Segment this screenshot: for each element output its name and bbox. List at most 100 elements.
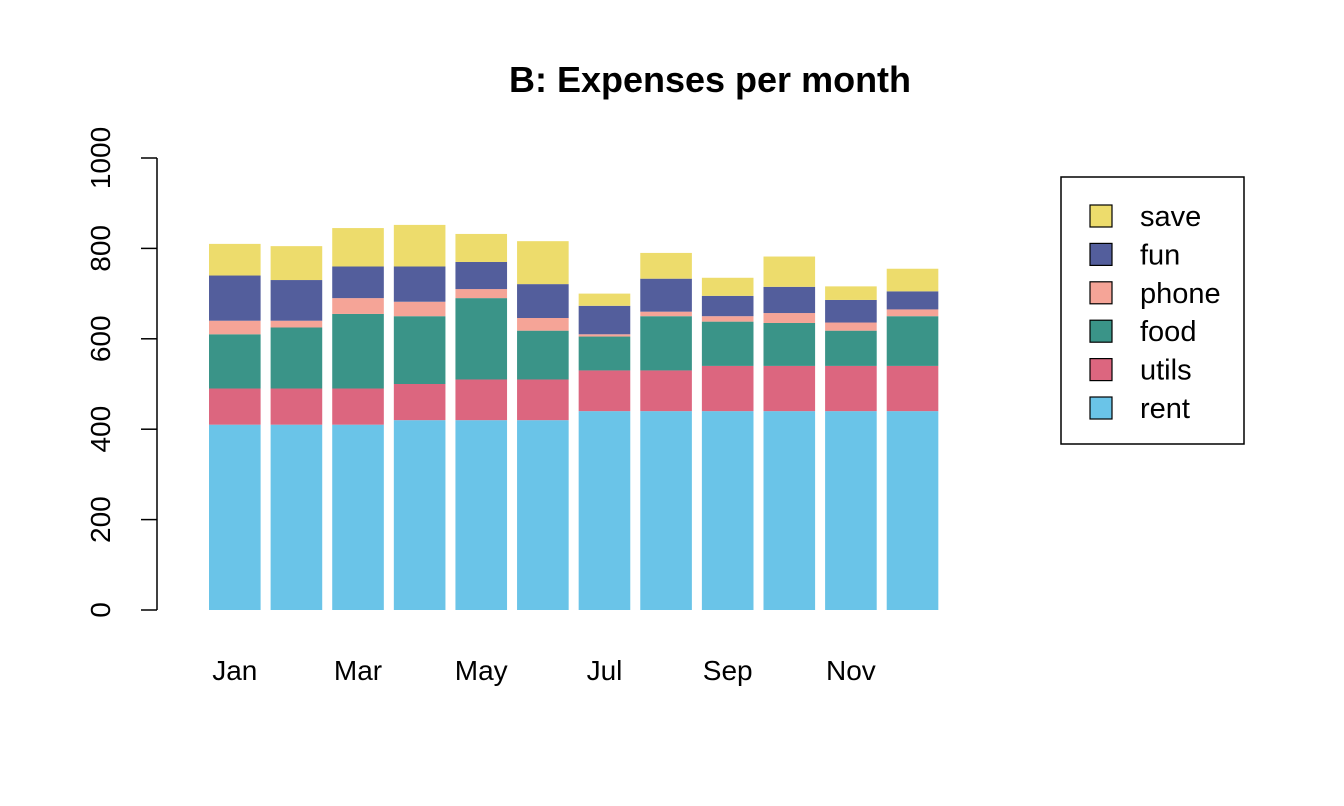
bar-phone-oct (763, 313, 815, 323)
bar-rent-jun (517, 420, 569, 610)
bar-phone-may (455, 289, 507, 298)
bar-save-oct (763, 257, 815, 287)
bar-fun-feb (271, 280, 323, 321)
bar-phone-mar (332, 298, 384, 314)
bars (209, 225, 938, 610)
y-tick-label: 600 (85, 315, 116, 362)
y-tick-label: 0 (85, 602, 116, 618)
y-axis: 0 200 400 600 800 1000 (85, 127, 157, 618)
bar-utils-jan (209, 389, 261, 425)
x-tick-label: Nov (826, 655, 876, 686)
bar-rent-sep (702, 411, 754, 610)
legend-label-utils: utils (1140, 355, 1192, 387)
bar-phone-jun (517, 318, 569, 331)
legend-label-save: save (1140, 201, 1201, 233)
bar-save-jan (209, 244, 261, 276)
legend-swatch-food (1090, 320, 1112, 342)
bar-food-apr (394, 316, 446, 384)
bar-fun-apr (394, 266, 446, 301)
legend-swatch-rent (1090, 397, 1112, 419)
bar-phone-nov (825, 323, 877, 331)
bar-rent-jan (209, 425, 261, 610)
bar-fun-oct (763, 287, 815, 313)
bar-food-jan (209, 334, 261, 388)
y-tick-label: 400 (85, 406, 116, 453)
bar-rent-may (455, 420, 507, 610)
stacked-bar-chart: B: Expenses per month 02004006008001000 … (0, 0, 1344, 806)
x-tick-label: Jan (212, 655, 257, 686)
legend-label-rent: rent (1140, 393, 1190, 425)
bar-save-mar (332, 228, 384, 266)
bar-rent-jul (579, 411, 631, 610)
bar-utils-may (455, 379, 507, 420)
bar-utils-nov (825, 366, 877, 411)
bar-phone-sep (702, 316, 754, 321)
legend-swatch-phone (1090, 282, 1112, 304)
bar-food-aug (640, 316, 692, 370)
legend-swatch-save (1090, 205, 1112, 227)
bar-fun-jan (209, 276, 261, 321)
bar-rent-nov (825, 411, 877, 610)
bar-food-may (455, 298, 507, 379)
bar-save-sep (702, 278, 754, 296)
legend: save fun phone food utils rent (1061, 177, 1244, 444)
bar-rent-feb (271, 425, 323, 610)
bar-food-feb (271, 328, 323, 389)
bar-fun-nov (825, 300, 877, 323)
bar-food-jun (517, 331, 569, 380)
legend-label-food: food (1140, 316, 1196, 348)
bar-food-nov (825, 331, 877, 366)
x-tick-label: Mar (334, 655, 382, 686)
bar-food-sep (702, 322, 754, 366)
legend-swatch-utils (1090, 359, 1112, 381)
bar-save-jun (517, 241, 569, 284)
y-tick-label: 200 (85, 496, 116, 543)
bar-fun-dec (887, 291, 939, 309)
bar-utils-dec (887, 366, 939, 411)
x-axis: Jan Mar May Jul Sep Nov (212, 655, 876, 686)
bar-fun-jul (579, 306, 631, 334)
bar-save-apr (394, 225, 446, 267)
bar-rent-dec (887, 411, 939, 610)
legend-label-phone: phone (1140, 278, 1221, 310)
bar-utils-jun (517, 379, 569, 420)
bar-food-mar (332, 314, 384, 389)
bar-fun-may (455, 262, 507, 289)
bar-save-jul (579, 294, 631, 306)
x-tick-label: Sep (703, 655, 753, 686)
bar-food-jul (579, 337, 631, 371)
legend-label-fun: fun (1140, 239, 1180, 271)
chart-title: B: Expenses per month (509, 59, 911, 100)
x-tick-label: Jul (587, 655, 623, 686)
bar-food-oct (763, 323, 815, 366)
bar-phone-jan (209, 321, 261, 335)
y-tick-label: 800 (85, 225, 116, 272)
bar-rent-oct (763, 411, 815, 610)
bar-save-aug (640, 253, 692, 279)
bar-phone-aug (640, 312, 692, 317)
bar-phone-jul (579, 334, 631, 336)
bar-utils-aug (640, 370, 692, 411)
bar-save-may (455, 234, 507, 262)
bar-phone-feb (271, 321, 323, 328)
bar-fun-sep (702, 296, 754, 316)
bar-food-dec (887, 316, 939, 366)
bar-phone-apr (394, 302, 446, 316)
bar-fun-mar (332, 266, 384, 298)
bar-utils-mar (332, 389, 384, 425)
bar-fun-aug (640, 279, 692, 312)
legend-swatch-fun (1090, 243, 1112, 265)
x-tick-label: May (455, 655, 508, 686)
bar-rent-aug (640, 411, 692, 610)
bar-utils-oct (763, 366, 815, 411)
bar-rent-apr (394, 420, 446, 610)
bar-utils-jul (579, 370, 631, 411)
bar-utils-sep (702, 366, 754, 411)
bar-utils-apr (394, 384, 446, 420)
bar-utils-feb (271, 389, 323, 425)
bar-save-dec (887, 269, 939, 292)
bar-save-nov (825, 286, 877, 300)
bar-save-feb (271, 246, 323, 280)
bar-phone-dec (887, 309, 939, 316)
bar-rent-mar (332, 425, 384, 610)
